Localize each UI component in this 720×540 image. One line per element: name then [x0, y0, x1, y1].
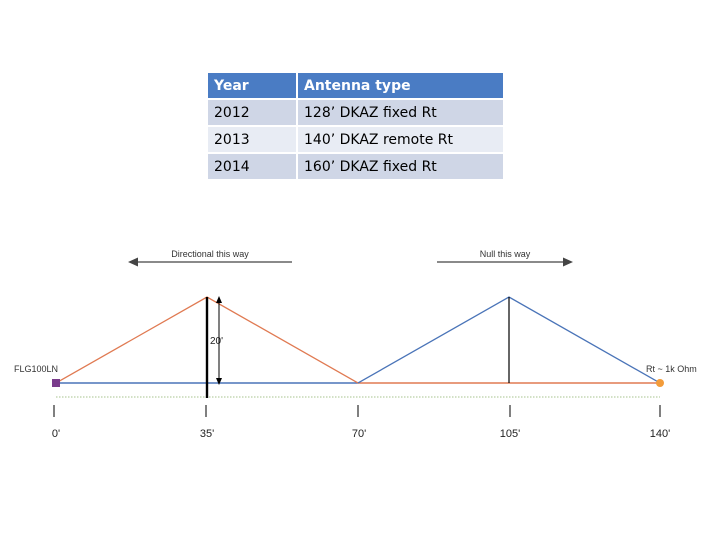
termination-label: Rt ~ 1k Ohm — [646, 364, 697, 374]
antenna-table: Year Antenna type 2012 128’ DKAZ fixed R… — [206, 71, 505, 181]
header-antenna-type: Antenna type — [298, 73, 503, 98]
table-row: 2012 128’ DKAZ fixed Rt — [208, 100, 503, 125]
distance-label-140: 140' — [650, 428, 670, 440]
height-label: 20' — [210, 336, 223, 347]
distance-label-0: 0' — [52, 428, 60, 440]
distance-label-35: 35' — [200, 428, 214, 440]
distance-label-105: 105' — [500, 428, 520, 440]
distance-label-70: 70' — [352, 428, 366, 440]
height-dimension — [216, 296, 222, 385]
feedpoint-marker — [52, 379, 60, 387]
dimension-arrow-up-icon — [216, 296, 222, 303]
cell-year: 2012 — [208, 100, 296, 125]
directional-arrow — [128, 257, 292, 267]
table-header-row: Year Antenna type — [208, 73, 503, 98]
dimension-arrow-down-icon — [216, 378, 222, 385]
termination-marker — [656, 379, 664, 387]
table-row: 2013 140’ DKAZ remote Rt — [208, 127, 503, 152]
arrow-right-icon — [563, 257, 573, 267]
cell-antenna-type: 140’ DKAZ remote Rt — [298, 127, 503, 152]
table-row: 2014 160’ DKAZ fixed Rt — [208, 154, 503, 179]
cell-antenna-type: 160’ DKAZ fixed Rt — [298, 154, 503, 179]
null-arrow — [437, 257, 573, 267]
distance-ticks — [53, 405, 661, 417]
arrow-left-icon — [128, 257, 138, 267]
feed-label: FLG100LN — [14, 364, 58, 374]
cell-year: 2014 — [208, 154, 296, 179]
header-year: Year — [208, 73, 296, 98]
cell-antenna-type: 128’ DKAZ fixed Rt — [298, 100, 503, 125]
directional-label: Directional this way — [171, 249, 249, 259]
null-label: Null this way — [480, 249, 531, 259]
cell-year: 2013 — [208, 127, 296, 152]
